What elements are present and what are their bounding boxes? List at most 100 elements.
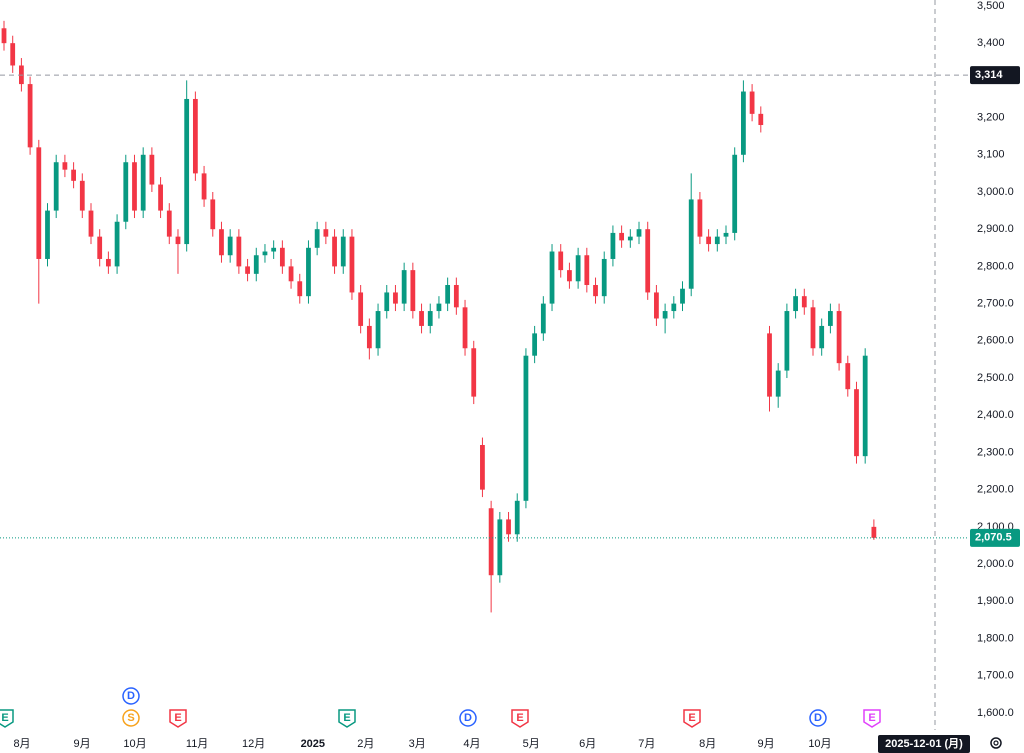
y-tick-label: 2,300.0 [977, 446, 1014, 458]
event-label: E [688, 712, 695, 724]
candle-body [158, 184, 163, 211]
candle-body [262, 251, 268, 256]
x-tick-label: 5月 [523, 738, 540, 750]
candle-body [801, 296, 807, 308]
event-marker[interactable]: E [0, 709, 14, 728]
event-label: E [1, 712, 8, 724]
x-tick-label: 2月 [357, 738, 374, 750]
event-shape [122, 709, 140, 727]
candle-body [123, 162, 129, 222]
y-tick-label: 2,800.0 [977, 260, 1014, 272]
candle-body [201, 173, 207, 200]
candle-body [845, 363, 851, 390]
candle-body [245, 266, 250, 274]
x-tick-label: 9月 [757, 738, 774, 750]
candle-body [62, 162, 68, 170]
candle-body [210, 199, 216, 230]
candle-body [593, 285, 598, 297]
settings-icon[interactable] [990, 737, 1002, 749]
event-marker[interactable]: D [122, 687, 140, 705]
event-marker[interactable]: E [338, 709, 356, 728]
event-label: E [343, 712, 350, 724]
candle-body [332, 236, 337, 267]
x-tick-label: 9月 [73, 738, 90, 750]
y-tick-label: 3,500 [977, 0, 1005, 12]
event-marker[interactable]: E [169, 709, 187, 728]
event-label: E [516, 712, 523, 724]
candle-body [436, 303, 442, 312]
candle-body [784, 311, 790, 371]
candle-body [349, 236, 355, 293]
candle-body [36, 147, 42, 259]
candle-body [871, 526, 877, 538]
candle-body [279, 247, 285, 267]
y-tick-label: 2,000.0 [977, 558, 1014, 570]
candle-body [732, 154, 738, 233]
candle-body [358, 292, 364, 326]
x-tick-label: 7月 [638, 738, 655, 750]
event-marker[interactable]: D [809, 709, 827, 727]
candle-body [462, 307, 468, 349]
candle-body [105, 258, 111, 267]
candle-body [575, 255, 581, 282]
event-shape [863, 709, 881, 728]
candle-body [271, 247, 277, 252]
event-shape [0, 709, 14, 728]
candle-body [601, 258, 607, 297]
candle-body [401, 270, 407, 304]
candle-body [749, 91, 755, 114]
candle-body [480, 444, 485, 490]
candle-body [375, 311, 381, 349]
x-tick-label: 6月 [579, 738, 596, 750]
candle-body [758, 113, 764, 126]
event-marker[interactable]: D [459, 709, 477, 727]
candle-body [419, 311, 424, 326]
x-tick-label: 12月 [242, 738, 265, 750]
event-shape [511, 709, 529, 728]
candle-body [219, 229, 224, 256]
candle-body [166, 210, 172, 237]
candle-body [854, 389, 859, 457]
candle-body [741, 91, 746, 155]
y-tick-label: 3,000.0 [977, 186, 1014, 198]
event-shape [683, 709, 701, 728]
price-label: 3,314 [975, 69, 1003, 81]
candle-body [27, 84, 33, 148]
candle-body [184, 98, 190, 245]
y-tick-label: 2,700.0 [977, 298, 1014, 310]
x-tick-label: 8月 [13, 738, 30, 750]
event-marker[interactable]: E [683, 709, 701, 728]
candle-body [706, 236, 711, 245]
event-shape [122, 687, 140, 705]
candle-body [427, 311, 433, 326]
event-label: D [814, 712, 822, 724]
candle-body [236, 236, 242, 267]
candle-body [453, 285, 459, 308]
candle-body [819, 325, 825, 349]
candle-body [253, 255, 259, 274]
candle-body [532, 333, 538, 356]
candle-body [132, 162, 137, 211]
price-label: 2,070.5 [975, 532, 1012, 544]
candle-body [775, 370, 781, 397]
y-tick-label: 3,200 [977, 111, 1005, 123]
event-marker[interactable]: E [863, 709, 881, 728]
crosshair-date-box [878, 735, 970, 753]
event-marker[interactable]: S [122, 709, 140, 727]
crosshair-date: 2025-12-01 (月) [885, 737, 963, 750]
event-marker[interactable]: E [511, 709, 529, 728]
candle-body [306, 247, 311, 297]
candle-body [53, 162, 59, 211]
candle-body [793, 296, 798, 312]
candle-body [314, 229, 320, 248]
y-tick-label: 3,100 [977, 149, 1005, 161]
candle-body [654, 292, 659, 319]
candle-body [288, 266, 294, 282]
y-tick-label: 1,900.0 [977, 595, 1014, 607]
candle-body [523, 355, 529, 501]
candle-body [680, 288, 685, 304]
price-label-box [970, 66, 1020, 85]
candle-body [636, 229, 642, 237]
y-tick-label: 2,900.0 [977, 223, 1014, 235]
candle-body [827, 311, 833, 326]
